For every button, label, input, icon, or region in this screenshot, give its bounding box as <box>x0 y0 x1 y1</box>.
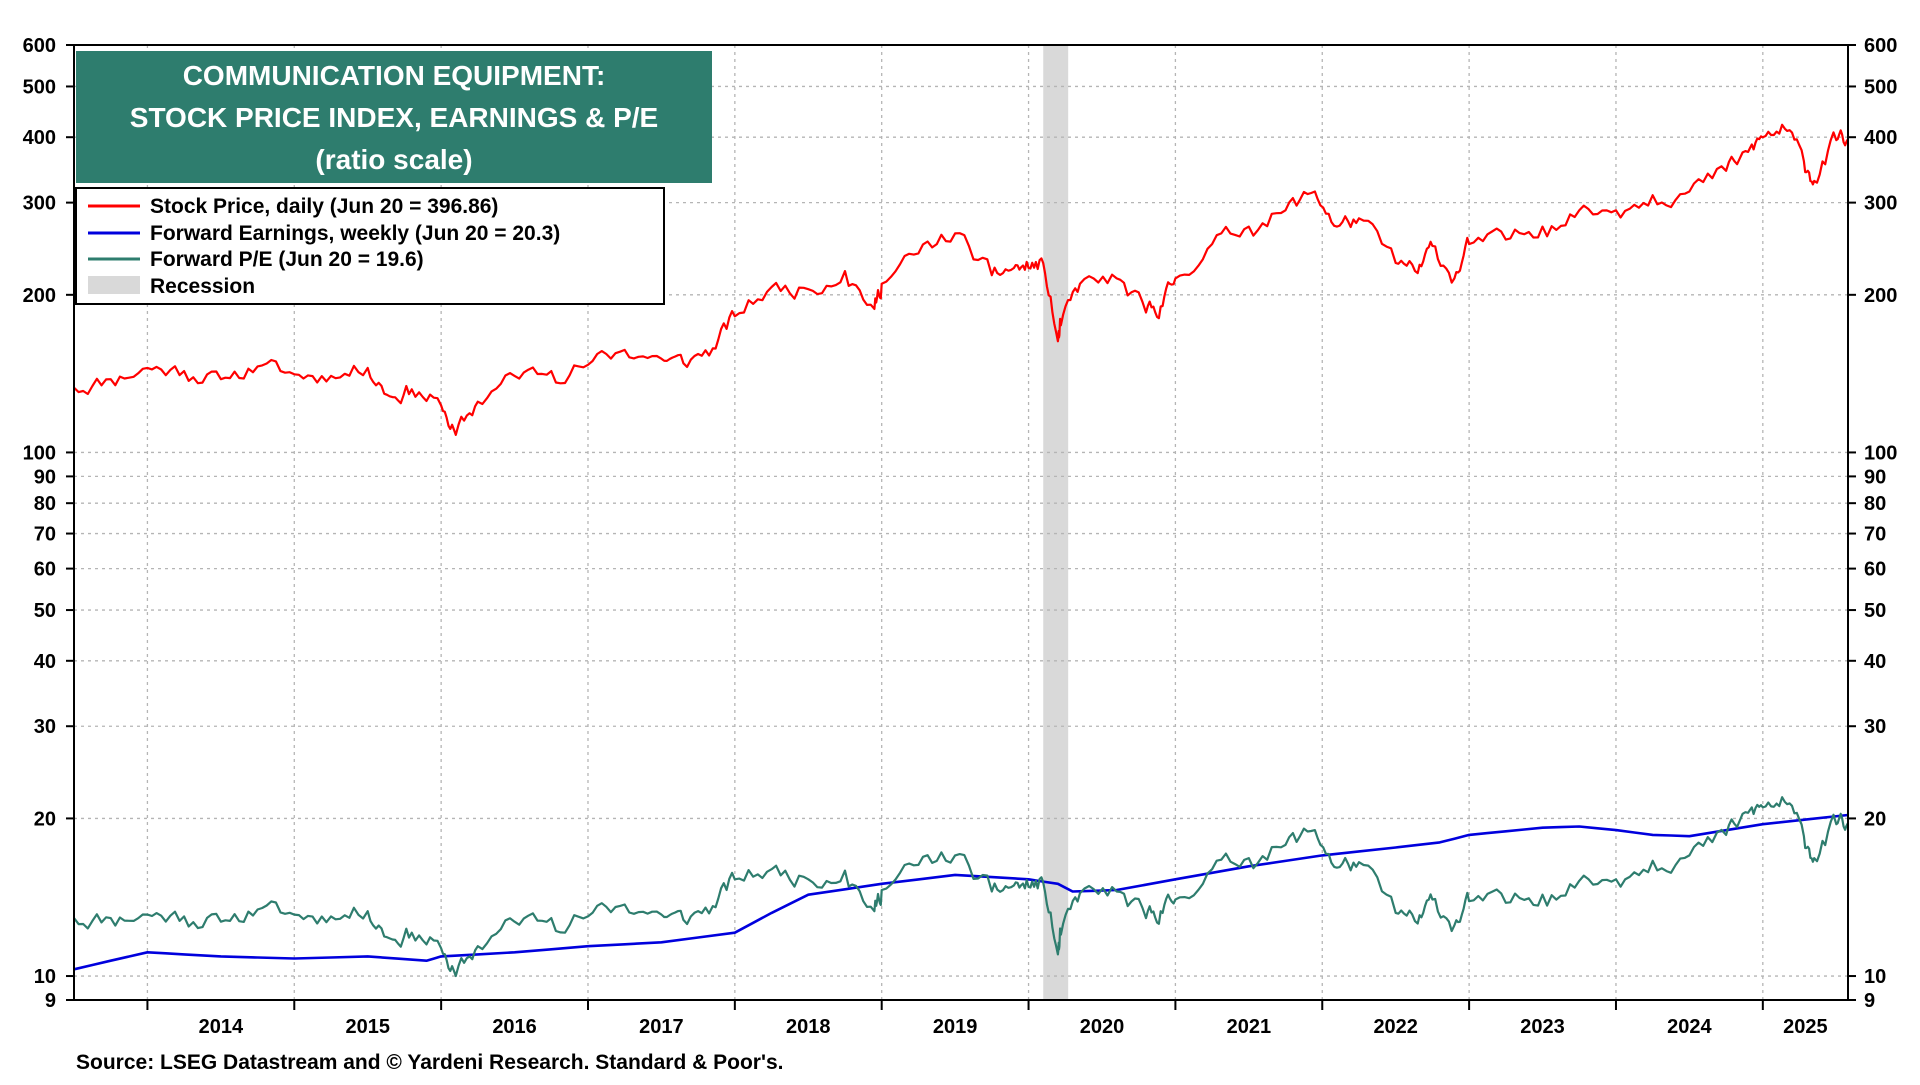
x-tick-label: 2017 <box>639 1016 684 1038</box>
y-tick-label-right: 30 <box>1864 716 1886 738</box>
title-line-3: (ratio scale) <box>315 144 472 175</box>
legend-label-earnings: Forward Earnings, weekly (Jun 20 = 20.3) <box>150 222 560 245</box>
y-tick-label-right: 80 <box>1864 493 1886 515</box>
x-tick-label: 2023 <box>1520 1016 1565 1038</box>
plot-frame <box>73 44 1849 1001</box>
y-tick-label-left: 60 <box>34 559 56 581</box>
y-tick-label-left: 10 <box>34 966 56 988</box>
x-tick-label: 2018 <box>786 1016 831 1038</box>
y-tick-label-right: 600 <box>1864 35 1897 57</box>
x-tick-label: 2025 <box>1783 1016 1828 1038</box>
legend: Stock Price, daily (Jun 20 = 396.86) For… <box>75 187 665 305</box>
y-tick-label-left: 100 <box>23 442 56 464</box>
y-tick-label-right: 20 <box>1864 808 1886 830</box>
y-tick-label-right: 60 <box>1864 559 1886 581</box>
y-tick-label-left: 300 <box>23 193 56 215</box>
title-line-1: COMMUNICATION EQUIPMENT: <box>183 60 606 91</box>
y-tick-label-left: 20 <box>34 808 56 830</box>
y-tick-label-right: 300 <box>1864 193 1897 215</box>
y-tick-label-left: 90 <box>34 466 56 488</box>
series-line-earnings <box>73 813 1849 971</box>
x-tick-label: 2014 <box>199 1016 244 1038</box>
y-tick-label-right: 90 <box>1864 466 1886 488</box>
series-line-pe <box>73 796 1849 978</box>
y-tick-label-left: 70 <box>34 524 56 546</box>
y-tick-label-right: 40 <box>1864 651 1886 673</box>
y-tick-label-right: 500 <box>1864 76 1897 98</box>
x-tick-label: 2022 <box>1373 1016 1418 1038</box>
series-layer <box>73 123 1849 978</box>
x-tick-label: 2024 <box>1667 1016 1712 1038</box>
y-tick-label-left: 50 <box>34 600 56 622</box>
legend-box <box>75 187 665 305</box>
y-tick-label-right: 100 <box>1864 442 1897 464</box>
y-tick-label-left: 400 <box>23 127 56 149</box>
x-tick-label: 2020 <box>1080 1016 1125 1038</box>
y-tick-label-left: 9 <box>45 990 56 1012</box>
y-tick-label-left: 40 <box>34 651 56 673</box>
title-background <box>76 51 712 183</box>
y-tick-label-right: 200 <box>1864 285 1897 307</box>
y-tick-label-left: 200 <box>23 285 56 307</box>
recession-layer <box>1043 45 1069 1000</box>
recession-band <box>1043 45 1069 1000</box>
source-note: Source: LSEG Datastream and © Yardeni Re… <box>76 1051 783 1074</box>
x-tick-label: 2016 <box>492 1016 537 1038</box>
x-tick-label: 2015 <box>345 1016 390 1038</box>
y-tick-label-right: 400 <box>1864 127 1897 149</box>
y-tick-label-right: 70 <box>1864 524 1886 546</box>
x-tick-label: 2021 <box>1227 1016 1272 1038</box>
legend-swatch-recession <box>88 276 140 294</box>
y-tick-label-left: 80 <box>34 493 56 515</box>
y-tick-label-right: 10 <box>1864 966 1886 988</box>
y-tick-label-right: 50 <box>1864 600 1886 622</box>
x-tick-label: 2019 <box>933 1016 978 1038</box>
y-tick-label-left: 500 <box>23 76 56 98</box>
title-box: COMMUNICATION EQUIPMENT: STOCK PRICE IND… <box>76 51 712 183</box>
x-tick-labels: 2014 2015 2016 2017 2018 2019 2020 2021 2022 2023… <box>146 1000 1828 1038</box>
legend-label-recession: Recession <box>150 275 255 298</box>
y-tick-label-left: 30 <box>34 716 56 738</box>
legend-label-pe: Forward P/E (Jun 20 = 19.6) <box>150 248 424 271</box>
y-tick-label-left: 600 <box>23 35 56 57</box>
series-line-price <box>73 123 1849 436</box>
title-line-2: STOCK PRICE INDEX, EARNINGS & P/E <box>130 102 658 133</box>
legend-label-price: Stock Price, daily (Jun 20 = 396.86) <box>150 195 498 218</box>
y-tick-label-right: 9 <box>1864 990 1875 1012</box>
